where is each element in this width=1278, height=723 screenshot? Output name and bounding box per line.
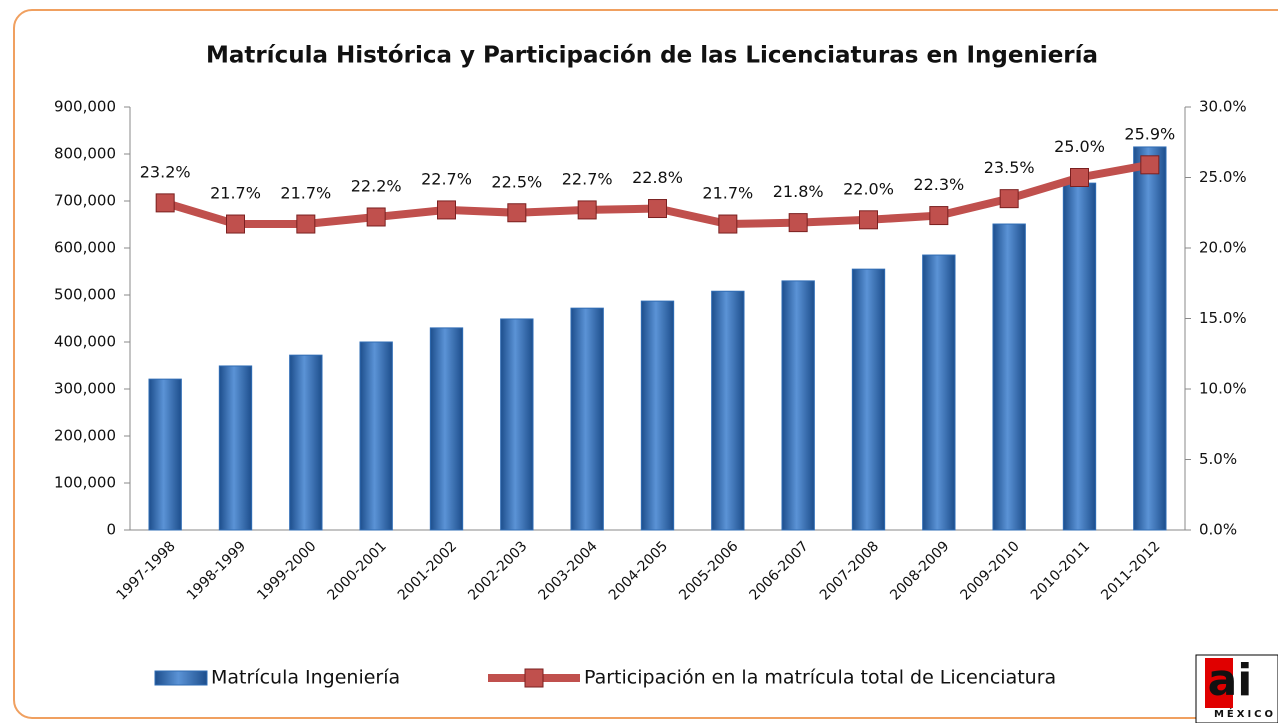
data-label: 21.7%: [702, 184, 753, 203]
marker: [296, 214, 316, 234]
y-tick-label: 400,000: [54, 333, 116, 351]
y-tick-label: 800,000: [54, 145, 116, 163]
bar: [359, 341, 393, 531]
bar: [218, 365, 253, 531]
bar: [781, 280, 815, 531]
bar: [1062, 182, 1097, 531]
bar: [922, 254, 956, 531]
marker: [577, 200, 597, 220]
marker: [437, 200, 456, 220]
y2-tick-label: 20.0%: [1199, 239, 1247, 257]
logo-red: [1205, 658, 1233, 708]
legend-swatch: [154, 670, 208, 686]
logo-mark: ai: [1208, 655, 1253, 706]
bar: [711, 290, 745, 531]
data-label: 23.2%: [140, 162, 191, 181]
data-label: 22.7%: [562, 169, 613, 188]
y2-tick-label: 0.0%: [1199, 521, 1237, 539]
marker: [999, 189, 1019, 209]
bar: [1133, 146, 1167, 531]
data-label: 25.0%: [1054, 137, 1105, 156]
y-tick-label: 300,000: [54, 380, 116, 398]
legend-label: Matrícula Ingeniería: [211, 667, 400, 689]
y2-tick-label: 25.0%: [1199, 168, 1247, 186]
y-tick-label: 700,000: [54, 192, 116, 210]
data-label: 21.7%: [280, 184, 331, 203]
y-tick-label: 100,000: [54, 474, 116, 492]
legend-label: Participación en la matrícula total de L…: [584, 667, 1056, 689]
marker: [718, 214, 738, 234]
marker: [859, 210, 878, 230]
bar: [851, 268, 886, 531]
bar: [148, 378, 182, 531]
data-label: 23.5%: [984, 158, 1035, 177]
bar: [289, 354, 323, 531]
bar: [992, 223, 1026, 531]
y2-tick-label: 10.0%: [1199, 380, 1247, 398]
data-label: 21.7%: [210, 184, 261, 203]
data-label: 22.8%: [632, 168, 683, 187]
marker: [1070, 168, 1089, 187]
bar: [640, 300, 675, 531]
logo-text: MÉXICO: [1214, 707, 1276, 720]
y-tick-label: 500,000: [54, 286, 116, 304]
legend-marker: [524, 668, 544, 688]
data-label: 22.5%: [491, 172, 542, 191]
marker: [226, 214, 245, 234]
y2-tick-label: 15.0%: [1199, 309, 1247, 327]
marker: [155, 193, 175, 213]
bar: [500, 318, 534, 531]
marker: [929, 206, 949, 226]
y-tick-label: 900,000: [54, 98, 116, 116]
data-label: 22.2%: [351, 176, 402, 195]
y2-tick-label: 5.0%: [1199, 450, 1237, 468]
y2-tick-label: 30.0%: [1199, 98, 1247, 116]
y-tick-label: 200,000: [54, 427, 116, 445]
data-label: 22.3%: [913, 175, 964, 194]
data-label: 22.0%: [843, 179, 894, 198]
marker: [507, 203, 527, 223]
bar: [570, 307, 604, 531]
marker: [366, 207, 386, 227]
data-label: 25.9%: [1124, 124, 1175, 143]
marker: [1140, 155, 1160, 175]
data-label: 21.8%: [773, 182, 824, 201]
y-tick-label: 0: [106, 521, 116, 539]
data-label: 22.7%: [421, 169, 472, 188]
marker: [788, 213, 808, 233]
y-tick-label: 600,000: [54, 239, 116, 257]
marker: [648, 199, 667, 219]
bar: [429, 327, 464, 531]
chart-title: Matrícula Histórica y Participación de l…: [206, 43, 1098, 69]
